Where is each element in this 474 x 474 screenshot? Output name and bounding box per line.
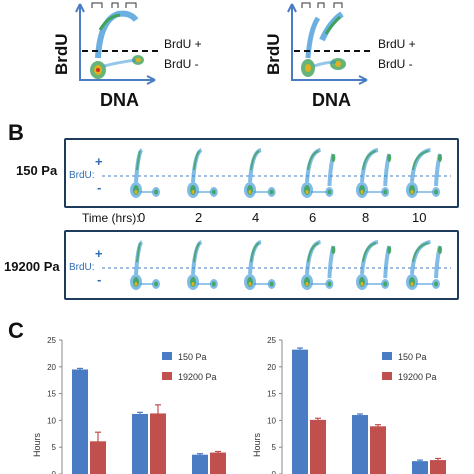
gate-brackets [301,2,343,8]
brdu-plus: + [95,154,103,169]
brdu-label: BrdU: [69,262,95,273]
y-tick-label: 15 [267,390,276,399]
flow-plot-a-right [287,2,372,85]
bar [370,426,386,474]
flow-mini-plot [406,148,442,198]
bar [192,454,208,474]
x-axis-title-left: DNA [100,90,139,110]
bar [292,349,308,474]
flow-mini-plot [301,148,336,198]
x-arrow-icon [358,75,368,85]
legend-label: 19200 Pa [398,372,437,382]
y-tick-label: 10 [47,416,56,425]
brdu-minus: - [97,180,102,195]
y-tick-label: 20 [47,363,56,372]
time-10: 10 [412,210,427,225]
y-arrow-icon [287,3,297,13]
flow-row-19200 [102,240,451,290]
bar [150,413,166,474]
y-axis-title-right: BrdU [264,33,283,75]
flow-mini-plot [244,240,276,290]
flow-mini-plot [406,240,442,290]
bar [352,415,368,474]
flow-mini-plot [356,240,392,290]
row-label-19200: 19200 Pa [4,259,60,274]
gate-brackets [91,2,137,8]
time-8: 8 [362,210,370,225]
time-6: 6 [309,210,317,225]
legend-swatch [162,352,172,360]
legend-label: 150 Pa [398,352,427,362]
bar [210,452,226,474]
time-course-box-150: BrdU: + - [64,138,459,208]
gate-minus-right: BrdU - [378,57,413,71]
legend-label: 150 Pa [178,352,207,362]
brdu-plus: + [95,246,103,261]
flow-mini-plot [244,148,276,198]
legend-swatch [382,352,392,360]
y-tick-label: 10 [267,416,276,425]
brdu-minus: - [97,272,102,287]
gate-plus-right: BrdU + [378,37,416,51]
bar-chart-1: 0 5 10 15 20 25 Hours 150 Pa 19200 Pa [32,336,226,474]
row-label-150: 150 Pa [16,163,58,178]
time-2: 2 [195,210,203,225]
flow-mini-plot [301,240,336,290]
legend-swatch [162,372,172,380]
y-tick-label: 5 [52,443,57,452]
flow-mini-plot [130,240,160,290]
flow-mini-plot [187,240,218,290]
bar [90,441,106,474]
bar [310,419,326,474]
flow-dots [90,10,144,79]
y-tick-label: 5 [272,443,277,452]
y-arrow-icon [75,3,85,13]
y-axis-label: Hours [32,433,42,458]
y-axis-title-left: BrdU [52,33,71,75]
bar [412,461,428,474]
flow-row-150 [102,148,451,198]
y-tick-label: 0 [272,470,277,474]
flow-mini-plot [130,148,160,198]
bar-charts: 0 5 10 15 20 25 Hours 150 Pa 19200 Pa 0 5 10 15 20 25 H… [32,336,446,474]
y-tick-label: 25 [47,336,56,345]
bar [72,369,88,474]
legend-swatch [382,372,392,380]
flow-mini-plot [356,148,392,198]
time-label: Time (hrs): [82,211,140,225]
bar [430,460,446,474]
y-tick-label: 0 [52,470,57,474]
flow-plot-a-left [75,2,160,85]
y-tick-label: 15 [47,390,56,399]
gate-plus-left: BrdU + [164,37,202,51]
y-tick-label: 20 [267,363,276,372]
flow-dots [301,11,346,77]
brdu-label: BrdU: [69,170,95,181]
legend-label: 19200 Pa [178,372,217,382]
axis-lines [79,4,155,81]
gate-minus-left: BrdU - [164,57,199,71]
time-4: 4 [252,210,260,225]
x-arrow-icon [146,75,156,85]
panel-letter-b: B [8,120,24,145]
axis-lines [291,4,367,81]
y-axis-label: Hours [252,433,262,458]
time-0: 0 [138,210,146,225]
bar-chart-2: 0 5 10 15 20 25 Hours 150 Pa 19200 Pa [252,336,446,474]
time-course-box-19200: BrdU: + - [64,230,459,300]
flow-mini-plot [187,148,218,198]
y-tick-label: 25 [267,336,276,345]
bar [132,413,148,474]
x-axis-title-right: DNA [312,90,351,110]
panel-letter-c: C [8,318,24,343]
